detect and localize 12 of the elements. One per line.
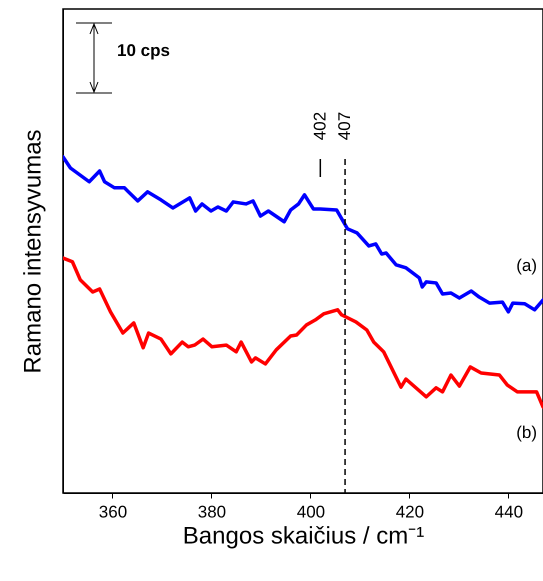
x-tick-label: 380	[198, 502, 226, 522]
text: 10 cps	[117, 41, 170, 60]
x-tick-label: 440	[494, 502, 524, 522]
x-tick-label: 420	[396, 502, 424, 522]
series-label: (b)	[516, 422, 537, 442]
x-axis-title: Bangos skaičius / cm⁻¹	[182, 522, 424, 550]
x-tick-label: 360	[98, 502, 128, 522]
y-axis-title: Ramano intensyvumas	[20, 129, 46, 374]
ref-line-label: 402	[310, 112, 330, 140]
ref-line-label: 407	[335, 112, 354, 140]
x-tick-label: 400	[296, 502, 326, 522]
series-label: (a)	[516, 256, 537, 276]
